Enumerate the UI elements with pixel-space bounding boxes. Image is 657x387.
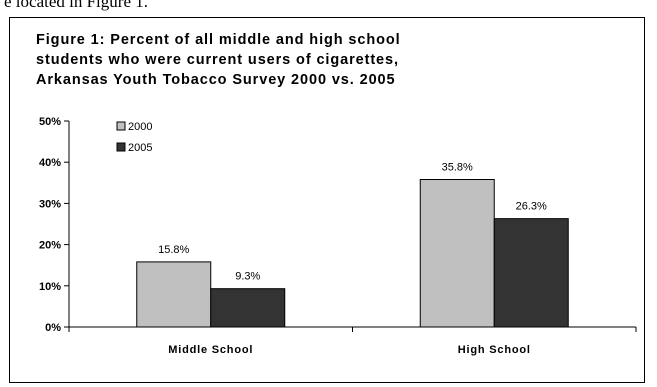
legend-label-2005: 2005 — [128, 142, 152, 154]
chart-title-line-1: Figure 1: Percent of all middle and high… — [36, 32, 401, 48]
bar-value-label: 15.8% — [158, 244, 189, 256]
y-tick-label: 10% — [39, 281, 61, 293]
bar-2005-high-school — [493, 218, 569, 328]
x-category-label: High School — [458, 344, 531, 356]
bar-2000-high-school — [419, 179, 495, 328]
bar-value-label: 9.3% — [235, 271, 260, 283]
legend-swatch-2005 — [116, 142, 126, 152]
chart-frame: Figure 1: Percent of all middle and high… — [9, 17, 645, 383]
y-tick-label: 0% — [45, 322, 61, 334]
chart-title-line-2: students who were current users of cigar… — [36, 52, 399, 68]
document-top-text: e located in Figure 1. — [4, 0, 148, 11]
legend-swatch-2000 — [116, 121, 126, 131]
y-tick-label: 30% — [39, 198, 61, 210]
bar-value-label: 35.8% — [442, 162, 473, 174]
legend-label-2000: 2000 — [128, 121, 152, 133]
chart-title: Figure 1: Percent of all middle and high… — [36, 30, 401, 90]
y-tick-label: 20% — [39, 240, 61, 252]
y-tick-label: 50% — [39, 116, 61, 128]
bar-2005-middle-school — [210, 288, 286, 328]
chart-title-line-3: Arkansas Youth Tobacco Survey 2000 vs. 2… — [36, 72, 396, 88]
y-tick-label: 40% — [39, 157, 61, 169]
x-category-label: Middle School — [168, 344, 253, 356]
bar-2000-middle-school — [136, 261, 212, 328]
bar-value-label: 26.3% — [516, 201, 547, 213]
bar-chart: 0% 10% 20% 30% 40% 50% 15.8% 9.3% Middle School 3… — [39, 116, 637, 356]
